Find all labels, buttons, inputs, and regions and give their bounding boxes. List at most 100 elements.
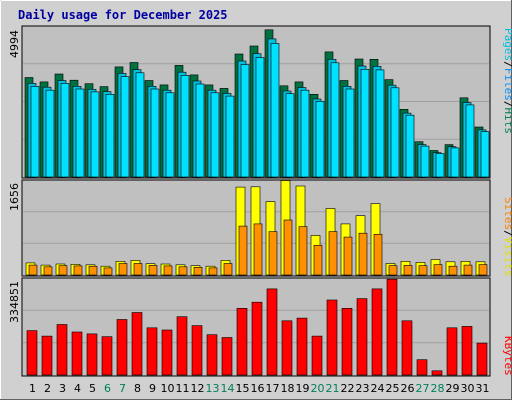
kbytes-bar xyxy=(446,327,458,376)
legend-sep-2: / xyxy=(502,101,512,108)
pages-bar xyxy=(270,43,280,178)
pages-bar xyxy=(30,86,40,178)
pages-bar xyxy=(210,92,220,178)
day-label: 9 xyxy=(149,382,156,395)
pages-bar xyxy=(300,89,310,178)
kbytes-bar xyxy=(341,307,353,376)
sites-bar xyxy=(268,231,278,276)
sites-bar xyxy=(73,265,83,276)
kbytes-bar xyxy=(41,335,53,376)
kbytes-bar xyxy=(311,335,323,376)
kbytes-bar xyxy=(296,317,308,376)
sites-bar xyxy=(433,264,443,276)
legend-kbytes: KBytes xyxy=(502,336,512,376)
day-label: 3 xyxy=(59,382,66,395)
pages-bar xyxy=(225,95,235,178)
day-label: 21 xyxy=(326,382,340,395)
pages-bar xyxy=(90,91,100,178)
kbytes-bar xyxy=(56,324,68,376)
pages-bar xyxy=(255,57,265,178)
middle-max-label: 1656 xyxy=(8,183,21,211)
sites-bar xyxy=(193,266,203,276)
pages-bar xyxy=(150,88,160,178)
day-label: 27 xyxy=(416,382,430,395)
pages-bar xyxy=(465,104,475,178)
sites-bar xyxy=(403,265,413,276)
panel-bottom-bars xyxy=(26,278,488,376)
pages-bar xyxy=(330,62,340,178)
kbytes-bar xyxy=(191,325,203,376)
pages-bar xyxy=(435,153,445,178)
sites-bar xyxy=(178,266,188,276)
legend-pages: Pages xyxy=(502,28,512,61)
sites-bar xyxy=(328,231,338,276)
panel-top-bars xyxy=(24,29,490,178)
kbytes-bar xyxy=(356,298,368,376)
sites-bar xyxy=(88,265,98,276)
sites-bar xyxy=(463,264,473,276)
sites-bar xyxy=(238,225,248,276)
pages-bar xyxy=(135,72,145,178)
pages-bar xyxy=(345,88,355,178)
kbytes-bar xyxy=(371,288,383,376)
day-label: 5 xyxy=(89,382,96,395)
day-label: 15 xyxy=(236,382,250,395)
day-label: 16 xyxy=(251,382,265,395)
legend-sites: Sites xyxy=(502,197,512,230)
pages-bar xyxy=(165,92,175,178)
sites-bar xyxy=(343,236,353,276)
sites-bar xyxy=(418,265,428,276)
kbytes-bar xyxy=(221,337,233,376)
day-label: 22 xyxy=(341,382,355,395)
x-axis-day-labels: 1 2 3 4 5 6 7 8 9 10 11 12 13 14 15 16 17 18 19 20 21 22 23 24 2… xyxy=(29,382,490,395)
sites-bar xyxy=(148,265,158,276)
sites-bar xyxy=(133,263,143,276)
pages-bar xyxy=(315,101,325,178)
day-label: 23 xyxy=(356,382,370,395)
kbytes-bar xyxy=(206,334,218,376)
sites-bar xyxy=(103,267,113,276)
kbytes-bar xyxy=(251,301,263,376)
pages-bar xyxy=(405,114,415,178)
bottom-legend: KBytes xyxy=(502,336,512,376)
kbytes-bar xyxy=(176,316,188,376)
day-label: 8 xyxy=(134,382,141,395)
pages-bar xyxy=(375,69,385,178)
chart-title: Daily usage for December 2025 xyxy=(18,8,228,22)
sites-bar xyxy=(43,266,53,276)
kbytes-bar xyxy=(131,312,143,376)
pages-bar xyxy=(240,64,250,178)
day-label: 19 xyxy=(296,382,310,395)
pages-bar xyxy=(450,147,460,178)
pages-bar xyxy=(390,87,400,178)
legend-files: Files xyxy=(502,68,512,101)
pages-bar xyxy=(285,93,295,178)
day-label: 30 xyxy=(461,382,475,395)
pages-bar xyxy=(180,75,190,178)
kbytes-bar xyxy=(326,299,338,376)
pages-bar xyxy=(105,94,115,178)
pages-bar xyxy=(60,83,70,178)
day-label: 24 xyxy=(371,382,385,395)
day-label: 1 xyxy=(29,382,36,395)
sites-bar xyxy=(448,265,458,276)
sites-bar xyxy=(478,264,488,276)
legend-visits: Visits xyxy=(502,237,512,277)
legend-hits: Hits xyxy=(502,108,512,135)
day-label: 17 xyxy=(266,382,280,395)
bottom-max-label: 334851 xyxy=(8,281,21,323)
pages-bar xyxy=(195,83,205,178)
day-label: 10 xyxy=(161,382,175,395)
legend-sep-1: / xyxy=(502,61,512,68)
day-label: 18 xyxy=(281,382,295,395)
kbytes-bar xyxy=(161,329,173,376)
day-label: 12 xyxy=(191,382,205,395)
kbytes-bar xyxy=(386,278,398,376)
pages-bar xyxy=(360,69,370,178)
top-max-label: 4994 xyxy=(8,30,21,58)
sites-bar xyxy=(253,223,263,276)
day-label: 11 xyxy=(176,382,190,395)
day-label: 13 xyxy=(206,382,220,395)
sites-bar xyxy=(223,263,233,276)
day-label: 14 xyxy=(221,382,235,395)
